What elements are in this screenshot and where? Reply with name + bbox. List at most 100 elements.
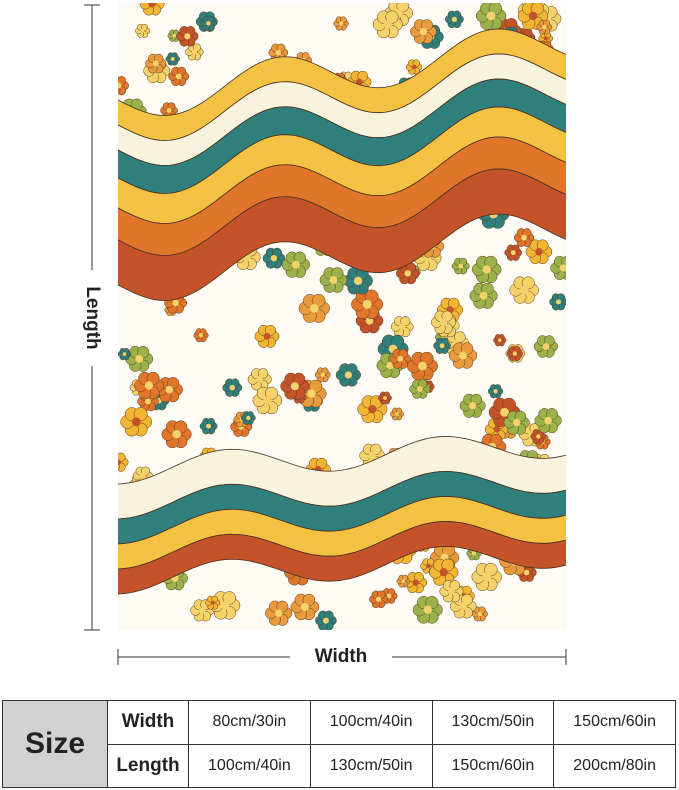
flower <box>534 408 562 434</box>
petal <box>118 86 121 95</box>
petal <box>272 247 283 258</box>
flower-center <box>383 20 392 29</box>
petal <box>192 43 201 52</box>
petal <box>440 337 449 346</box>
petal <box>324 610 334 621</box>
petal <box>167 102 176 111</box>
petal <box>402 574 409 581</box>
petal <box>484 255 498 269</box>
petal <box>522 228 532 238</box>
petal <box>425 596 439 610</box>
petal <box>109 81 118 90</box>
flower <box>161 420 192 449</box>
wave-band <box>118 521 566 595</box>
petal <box>395 407 403 414</box>
flower <box>315 610 337 630</box>
petal <box>109 576 117 584</box>
petal <box>441 310 453 322</box>
flower-center <box>459 351 467 360</box>
flower-center <box>399 323 406 330</box>
size-table: Size Width 80cm/30in 100cm/40in 130cm/50… <box>2 700 676 788</box>
flower-center <box>256 376 264 383</box>
flower <box>506 346 523 361</box>
flower-center <box>383 396 387 400</box>
flower <box>533 335 558 358</box>
petal <box>481 282 494 296</box>
petal <box>316 457 328 469</box>
size-header: Size <box>2 700 108 788</box>
petal <box>346 363 358 375</box>
flower <box>429 558 459 586</box>
petal <box>470 393 482 406</box>
flower <box>433 337 451 354</box>
flower-center <box>477 611 483 617</box>
flower-center <box>451 16 458 22</box>
petal <box>364 289 379 304</box>
flower-center <box>368 404 377 414</box>
flower-center <box>459 602 467 610</box>
petal <box>176 66 187 76</box>
flower-center <box>307 389 316 398</box>
flower-center <box>482 572 491 582</box>
flower-center <box>275 49 282 56</box>
flower-center <box>386 593 392 599</box>
wave-band <box>118 168 566 301</box>
flower-center <box>523 569 530 576</box>
petal <box>494 384 502 392</box>
petal <box>199 328 207 336</box>
flower <box>200 15 217 31</box>
petal <box>545 408 558 421</box>
petal <box>118 462 126 472</box>
flower <box>493 334 507 347</box>
flower-center <box>309 303 319 313</box>
flower <box>118 452 129 472</box>
flower-center <box>500 407 509 417</box>
flower <box>280 372 310 400</box>
flower-center <box>512 351 518 356</box>
flower-center <box>404 270 412 277</box>
petal <box>257 368 269 379</box>
flower-center <box>513 419 521 427</box>
petal <box>247 411 254 418</box>
flower <box>509 276 539 304</box>
flower-center <box>535 248 543 256</box>
petal <box>447 297 460 310</box>
petal <box>521 276 535 290</box>
petal <box>301 52 310 60</box>
flower-center <box>542 343 550 350</box>
flower-center <box>198 333 204 338</box>
flower <box>185 43 204 61</box>
flower <box>176 26 199 47</box>
flower-center <box>458 263 464 269</box>
flower-center <box>263 396 272 405</box>
petal <box>118 452 126 462</box>
petal <box>207 417 215 426</box>
flower-center <box>375 596 382 602</box>
flower-center <box>395 412 399 416</box>
length-label: Length <box>82 286 103 349</box>
flower-center <box>416 386 423 392</box>
flower <box>209 591 241 620</box>
petal <box>309 379 323 393</box>
flower-center <box>263 332 271 340</box>
petal <box>421 19 433 31</box>
flower-center <box>220 601 230 610</box>
flower <box>290 593 320 621</box>
flower-center <box>423 605 432 615</box>
flower <box>390 407 404 421</box>
flower-center <box>172 430 181 439</box>
flower <box>134 371 164 400</box>
flower <box>409 379 431 399</box>
flower-center <box>386 361 395 370</box>
petal <box>302 593 316 607</box>
flower-center <box>482 265 491 274</box>
flower-center <box>118 82 122 89</box>
flower-center <box>339 21 344 26</box>
flower-center <box>270 255 278 262</box>
flower <box>335 363 362 387</box>
flower-center <box>329 276 338 284</box>
flower <box>252 386 283 415</box>
flower <box>254 324 280 348</box>
flower-center <box>184 33 191 40</box>
